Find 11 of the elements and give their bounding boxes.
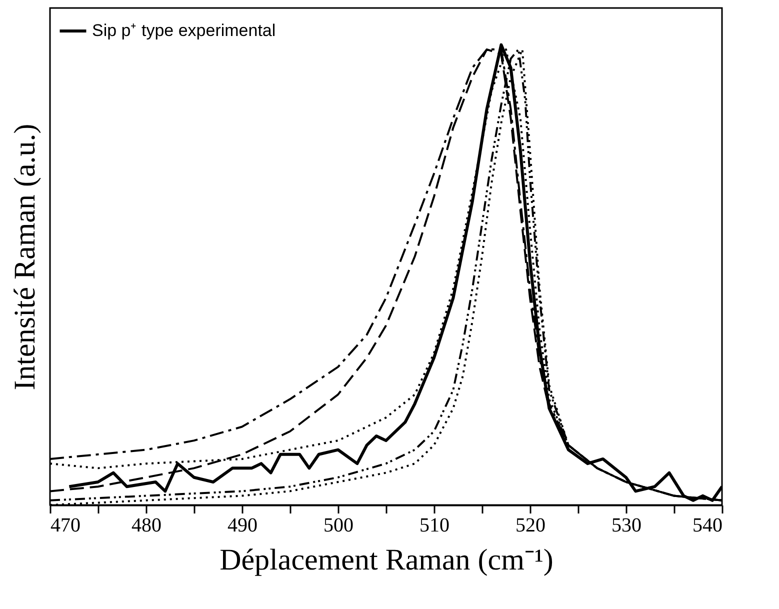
x-tick-label: 470 [50,514,80,536]
x-tick-label: 510 [420,514,450,536]
x-tick-label: 500 [324,514,354,536]
x-tick-label: 480 [132,514,162,536]
x-tick-label: 540 [692,514,722,536]
x-tick-label: 530 [612,514,642,536]
y-axis-title: Intensité Raman (a.u.) [8,124,42,390]
x-tick-label: 520 [516,514,546,536]
legend-label: Sip p⁺ type experimental [92,21,276,40]
x-axis-title: Déplacement Raman (cm⁻¹) [220,544,554,576]
x-tick-label: 490 [228,514,258,536]
